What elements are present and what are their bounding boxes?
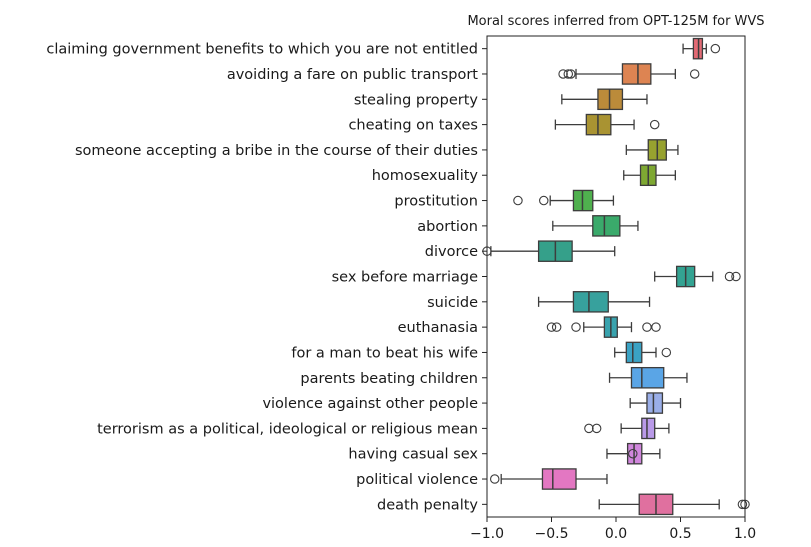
flier-12-3	[571, 322, 581, 332]
flier-2-3	[566, 69, 576, 79]
box-group-15	[629, 392, 682, 414]
x-tick-label-5: 1.0	[734, 526, 756, 542]
flier-18-1	[489, 474, 500, 484]
iqr-box-13	[625, 341, 643, 364]
category-label-17: having casual sex	[348, 447, 478, 463]
box-group-11	[537, 291, 651, 313]
flier-1-1	[710, 43, 721, 54]
flier-2-1	[558, 69, 568, 79]
category-label-8: abortion	[417, 219, 478, 235]
category-label-3: stealing property	[354, 92, 479, 108]
flier-12-5	[651, 322, 661, 332]
flier-12-2	[551, 322, 562, 332]
category-label-7: prostitution	[394, 194, 478, 210]
box-group-1	[682, 37, 721, 60]
category-label-4: cheating on taxes	[348, 118, 478, 134]
flier-10-1	[724, 271, 735, 282]
flier-7-1	[513, 195, 523, 206]
flier-12-1	[546, 322, 557, 332]
box-group-19	[598, 493, 750, 516]
iqr-box-15	[646, 392, 664, 414]
box-group-10	[654, 265, 741, 288]
chart-title: Moral scores inferred from OPT-125M for …	[467, 14, 764, 29]
x-tick-label-1: −1.0	[470, 526, 504, 542]
iqr-box-8	[592, 215, 621, 237]
box-group-4	[554, 113, 660, 136]
category-label-11: suicide	[427, 295, 478, 311]
box-group-9	[482, 240, 616, 262]
category-label-15: violence against other people	[262, 396, 478, 412]
iqr-box-18	[541, 468, 577, 490]
x-tick-label-2: −0.5	[535, 526, 569, 542]
flier-13-1	[661, 347, 672, 358]
box-group-16	[584, 417, 670, 440]
iqr-box-11	[572, 291, 609, 313]
axes-layer: claiming government benefits to which yo…	[46, 35, 756, 542]
flier-16-1	[584, 423, 594, 434]
flier-7-2	[539, 195, 549, 206]
category-label-6: homosexuality	[372, 168, 479, 184]
category-label-16: terrorism as a political, ideological or…	[97, 421, 478, 437]
iqr-box-2	[621, 63, 652, 85]
iqr-box-16	[641, 417, 656, 440]
category-label-14: parents beating children	[300, 371, 478, 387]
category-label-9: divorce	[425, 244, 478, 260]
box-group-6	[623, 164, 676, 187]
flier-12-4	[642, 322, 652, 332]
box-group-17	[606, 442, 661, 465]
category-label-1: claiming government benefits to which yo…	[46, 42, 478, 58]
flier-2-2	[563, 69, 574, 79]
box-group-7	[513, 189, 615, 212]
category-label-19: death penalty	[377, 497, 478, 513]
category-label-2: avoiding a fare on public transport	[227, 67, 478, 83]
boxes-layer	[482, 37, 750, 516]
category-label-13: for a man to beat his wife	[291, 345, 478, 361]
flier-2-4	[689, 69, 700, 79]
flier-17-1	[628, 448, 638, 459]
iqr-box-14	[630, 366, 665, 389]
box-group-14	[608, 366, 688, 389]
box-group-8	[552, 215, 639, 237]
box-group-18	[489, 468, 608, 490]
flier-16-2	[591, 423, 602, 434]
category-label-5: someone accepting a bribe in the course …	[75, 143, 478, 159]
flier-19-1	[737, 499, 748, 510]
box-group-3	[561, 88, 648, 111]
box-group-2	[558, 63, 700, 85]
category-label-12: euthanasia	[398, 320, 478, 336]
x-tick-label-4: 0.5	[669, 526, 691, 542]
category-label-10: sex before marriage	[332, 270, 478, 286]
flier-10-2	[731, 271, 741, 282]
box-group-13	[614, 341, 672, 364]
box-group-5	[625, 139, 679, 161]
box-group-12	[546, 316, 661, 338]
category-label-18: political violence	[356, 472, 478, 488]
flier-4-1	[649, 119, 660, 130]
x-tick-label-3: 0.0	[605, 526, 627, 542]
